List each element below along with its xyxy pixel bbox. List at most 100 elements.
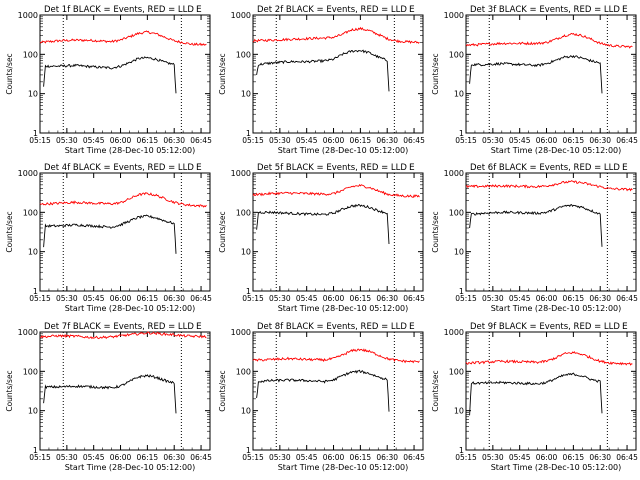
marker-e: E — [622, 322, 628, 332]
panel-title: Det 8f BLACK = Events, RED = LLD — [257, 322, 407, 332]
x-tick-label: 05:45 — [509, 453, 531, 462]
x-tick-label: 06:15 — [563, 136, 585, 145]
panel-title: Det 6f BLACK = Events, RED = LLD — [470, 163, 620, 173]
y-axis-label: Counts/sec — [218, 211, 227, 252]
events-series — [256, 369, 390, 412]
x-tick-label: 06:45 — [616, 294, 638, 303]
x-tick-label: 06:45 — [616, 136, 638, 145]
events-series — [469, 204, 603, 247]
panel-2: Det 2f BLACK = Events, RED = LLD E 1 10 100 1… — [218, 5, 425, 155]
panel-9: Det 9f BLACK = Events, RED = LLD E 1 10 100 1… — [431, 322, 638, 472]
lld-series — [465, 180, 633, 192]
plot-frame — [39, 331, 211, 451]
y-tick-label: 10 — [454, 248, 464, 257]
x-tick-label: 06:00 — [536, 294, 558, 303]
y-tick-label: 10 — [28, 90, 38, 99]
x-tick-label: 06:00 — [323, 453, 345, 462]
x-tick-label: 06:30 — [163, 453, 185, 462]
y-tick-label: 100 — [23, 50, 38, 59]
lld-series — [39, 331, 207, 340]
x-tick-label: 05:30 — [269, 136, 291, 145]
marker-e: E — [409, 322, 415, 332]
x-tick-label: 06:15 — [350, 453, 372, 462]
y-tick-label: 10 — [241, 407, 251, 416]
panel-title: Det 4f BLACK = Events, RED = LLD — [44, 163, 194, 173]
events-series — [43, 56, 177, 94]
y-axis-label: Counts/sec — [431, 53, 440, 94]
x-tick-label: 05:15 — [455, 136, 477, 145]
y-tick-label: 1000 — [231, 169, 251, 178]
x-tick-label: 05:15 — [29, 294, 51, 303]
marker-e: E — [196, 5, 202, 15]
x-tick-label: 06:30 — [589, 453, 611, 462]
lld-series — [39, 192, 207, 208]
y-tick-label: 100 — [236, 208, 251, 217]
panel-8: Det 8f BLACK = Events, RED = LLD E 1 10 100 1… — [218, 322, 425, 472]
x-tick-label: 05:30 — [56, 136, 78, 145]
lld-series — [39, 30, 207, 47]
x-tick-label: 06:00 — [110, 453, 132, 462]
x-tick-label: 05:15 — [455, 294, 477, 303]
x-tick-label: 05:45 — [509, 294, 531, 303]
y-tick-label: 100 — [449, 50, 464, 59]
y-tick-label: 1000 — [18, 328, 38, 337]
y-tick-label: 1000 — [444, 11, 464, 20]
plot-frame — [252, 172, 424, 292]
panel-title: Det 3f BLACK = Events, RED = LLD — [470, 5, 620, 15]
x-tick-label: 06:30 — [163, 294, 185, 303]
y-tick-label: 100 — [23, 208, 38, 217]
y-tick-label: 1 — [33, 446, 38, 455]
x-tick-label: 05:45 — [83, 136, 105, 145]
y-tick-label: 1 — [459, 129, 464, 138]
x-tick-label: 06:45 — [403, 294, 425, 303]
x-tick-label: 06:45 — [190, 453, 212, 462]
x-tick-label: 05:30 — [269, 453, 291, 462]
x-axis-label: Start Time (28-Dec-10 05:12:00) — [278, 304, 409, 313]
x-tick-label: 06:00 — [323, 294, 345, 303]
x-tick-label: 06:45 — [403, 453, 425, 462]
x-tick-label: 06:15 — [350, 294, 372, 303]
x-tick-label: 05:15 — [242, 136, 264, 145]
panel-title: Det 1f BLACK = Events, RED = LLD — [44, 5, 194, 15]
x-tick-label: 05:15 — [29, 136, 51, 145]
plot-frame — [252, 14, 424, 134]
y-axis-label: Counts/sec — [218, 53, 227, 94]
x-tick-label: 06:30 — [376, 294, 398, 303]
y-tick-label: 100 — [449, 208, 464, 217]
marker-e: E — [622, 5, 628, 15]
y-axis-label: Counts/sec — [5, 370, 14, 411]
x-tick-label: 05:15 — [29, 453, 51, 462]
y-tick-label: 1000 — [18, 11, 38, 20]
panel-title: Det 5f BLACK = Events, RED = LLD — [257, 163, 407, 173]
x-tick-label: 05:15 — [242, 294, 264, 303]
y-tick-label: 1 — [246, 446, 251, 455]
x-tick-label: 05:15 — [242, 453, 264, 462]
x-tick-label: 06:00 — [323, 136, 345, 145]
x-tick-label: 06:30 — [589, 136, 611, 145]
y-tick-label: 1000 — [231, 11, 251, 20]
y-tick-label: 100 — [23, 367, 38, 376]
x-axis-label: Start Time (28-Dec-10 05:12:00) — [278, 146, 409, 155]
marker-e: E — [196, 322, 202, 332]
x-tick-label: 06:00 — [110, 136, 132, 145]
y-tick-label: 10 — [241, 248, 251, 257]
events-series — [256, 203, 390, 245]
panel-title: Det 2f BLACK = Events, RED = LLD — [257, 5, 407, 15]
x-tick-label: 06:15 — [350, 136, 372, 145]
x-axis-label: Start Time (28-Dec-10 05:12:00) — [491, 463, 622, 472]
x-tick-label: 05:15 — [455, 453, 477, 462]
x-tick-label: 06:15 — [563, 453, 585, 462]
y-tick-label: 1000 — [231, 328, 251, 337]
x-tick-label: 06:30 — [589, 294, 611, 303]
y-tick-label: 1 — [246, 287, 251, 296]
x-tick-label: 06:45 — [616, 453, 638, 462]
x-tick-label: 06:45 — [190, 294, 212, 303]
x-tick-label: 06:15 — [137, 453, 159, 462]
y-axis-label: Counts/sec — [431, 370, 440, 411]
x-axis-label: Start Time (28-Dec-10 05:12:00) — [491, 146, 622, 155]
y-tick-label: 10 — [241, 90, 251, 99]
x-tick-label: 06:15 — [563, 294, 585, 303]
plot-frame — [465, 172, 637, 292]
x-tick-label: 05:45 — [509, 136, 531, 145]
